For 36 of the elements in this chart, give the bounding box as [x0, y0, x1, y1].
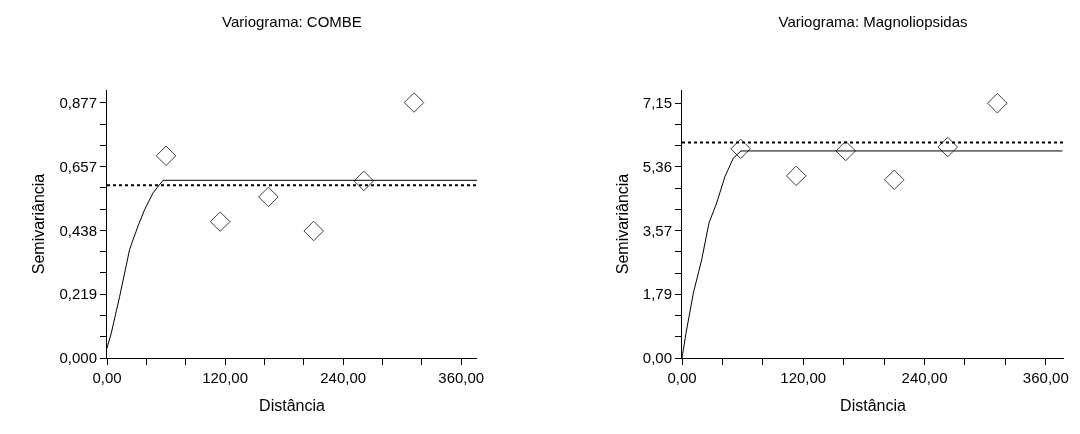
y-tick-label: 5,36: [642, 158, 672, 176]
point: [353, 170, 375, 192]
y-tick-label: 0,438: [59, 221, 97, 239]
y-tick-label: 0,219: [59, 285, 97, 303]
x-tick-label: 0,00: [92, 369, 122, 386]
point: [937, 136, 959, 158]
point: [835, 140, 856, 162]
x-axis-title: Distância: [840, 396, 906, 414]
x-tick-label: 360,00: [1022, 369, 1069, 386]
y-tick-label: 3,57: [642, 222, 672, 240]
point: [883, 169, 905, 191]
point: [403, 92, 425, 113]
point: [987, 92, 1008, 114]
chart-title: Variograma: COMBE: [222, 13, 362, 31]
y-tick-label: 0,877: [59, 93, 97, 111]
x-tick-label: 0,00: [667, 369, 697, 386]
x-tick-label: 120,00: [202, 369, 249, 386]
point: [209, 211, 231, 232]
x-tick-label: 240,00: [901, 369, 948, 386]
x-tick-label: 120,00: [780, 369, 827, 386]
y-tick-label: 0,000: [59, 349, 97, 367]
point: [155, 145, 177, 167]
point: [730, 138, 751, 160]
chart-title: Variograma: Magnoliopsidas: [778, 13, 968, 31]
y-tick-label: 1,79: [642, 285, 672, 303]
y-axis-title: Semivariância: [30, 173, 48, 275]
y-tick-label: 7,15: [642, 94, 672, 112]
point: [785, 165, 807, 187]
point: [303, 220, 324, 242]
x-tick-label: 240,00: [320, 369, 367, 386]
y-tick-label: 0,00: [642, 349, 672, 367]
y-axis-title: Semivariância: [613, 173, 631, 275]
x-tick-label: 360,00: [438, 369, 485, 386]
point: [258, 186, 279, 208]
x-axis-title: Distância: [259, 396, 325, 414]
y-tick-label: 0,657: [59, 157, 97, 175]
